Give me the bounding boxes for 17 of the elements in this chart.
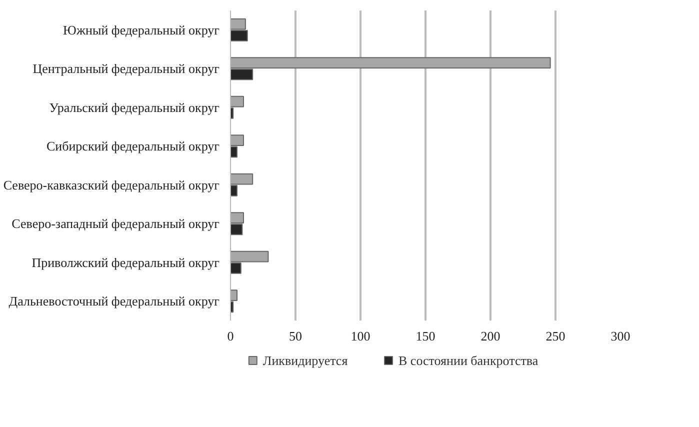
legend-label: Ликвидируется [262,353,348,368]
y-tick-label: Северо-кавказский федеральный округ [3,177,220,192]
x-tick-label: 50 [289,328,302,344]
x-tick-label: 200 [480,328,500,344]
x-tick-label: 150 [416,328,436,344]
y-tick-label: Центральный федеральный округ [32,61,220,76]
x-tick-label: 0 [227,328,234,344]
x-tick-label: 300 [610,328,630,344]
y-tick-label: Сибирский федеральный округ [46,138,220,154]
y-tick-label: Северо-западный федеральный округ [12,216,220,232]
y-tick-label: Южный федеральный округ [63,22,220,38]
x-tick-label: 250 [546,328,566,344]
legend-label: В состоянии банкротства [398,353,538,368]
y-tick-label: Дальневосточный федеральный округ [8,294,220,309]
y-tick-label: Уральский федеральный округ [49,100,220,115]
y-tick-label: Приволжский федеральный округ [32,254,220,270]
x-tick-label: 100 [350,328,370,344]
